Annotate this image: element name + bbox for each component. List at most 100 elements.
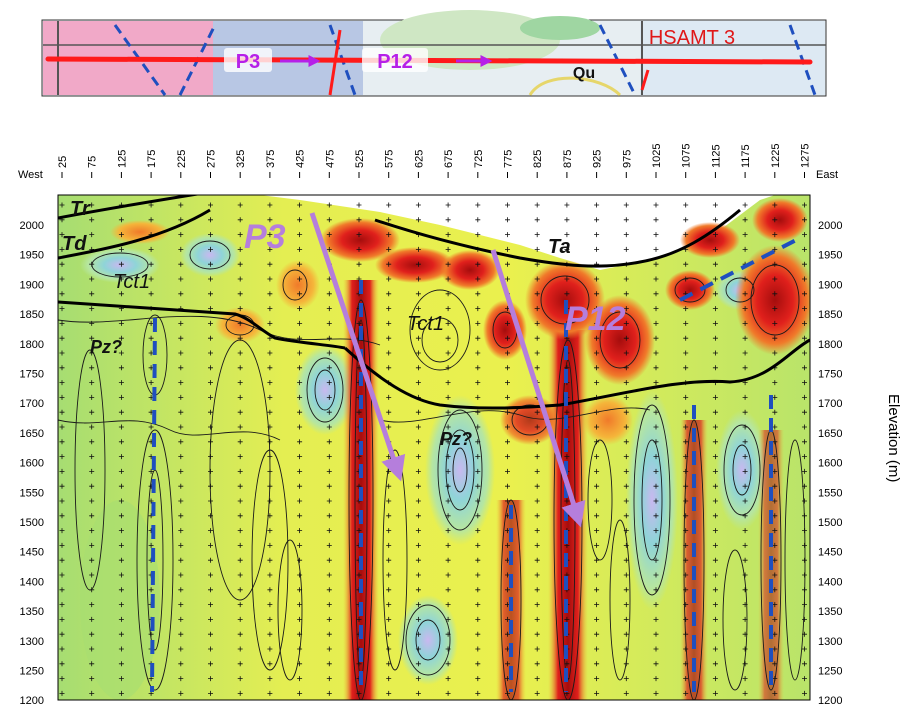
measurement-point: [356, 246, 362, 252]
measurement-point: [653, 498, 659, 504]
measurement-point: [59, 690, 65, 696]
measurement-point: [742, 217, 748, 223]
measurement-point: [653, 350, 659, 356]
measurement-point: [623, 276, 629, 282]
measurement-point: [623, 217, 629, 223]
measurement-point: [475, 320, 481, 326]
measurement-point: [653, 261, 659, 267]
measurement-point: [742, 350, 748, 356]
measurement-point: [475, 424, 481, 430]
measurement-point: [564, 232, 570, 238]
measurement-point: [594, 631, 600, 637]
measurement-point: [594, 661, 600, 667]
station-tick-label: 375: [265, 150, 277, 168]
measurement-point: [415, 528, 421, 534]
measurement-point: [237, 646, 243, 652]
measurement-point: [415, 350, 421, 356]
measurement-point: [534, 365, 540, 371]
measurement-point: [623, 306, 629, 312]
measurement-point: [118, 232, 124, 238]
measurement-point: [445, 528, 451, 534]
measurement-point: [297, 232, 303, 238]
resistivity-section: [58, 195, 810, 700]
measurement-point: [208, 661, 213, 667]
measurement-point: [267, 690, 273, 696]
profile-arrow-p12: [490, 249, 586, 528]
measurement-point: [208, 483, 213, 489]
measurement-point: [326, 424, 332, 430]
measurement-point: [208, 306, 213, 312]
measurement-point: [326, 557, 332, 563]
measurement-point: [683, 498, 689, 504]
measurement-point: [59, 557, 65, 563]
measurement-point: [475, 513, 481, 519]
measurement-point: [683, 439, 689, 445]
measurement-point: [386, 513, 392, 519]
measurement-point: [683, 602, 689, 608]
measurement-point: [683, 572, 689, 578]
measurement-point: [712, 602, 718, 608]
measurement-point: [59, 291, 65, 297]
elevation-tick-label: 2000: [818, 220, 842, 232]
measurement-point: [712, 483, 718, 489]
measurement-point: [742, 424, 748, 430]
measurement-point: [297, 513, 303, 519]
measurement-point: [59, 261, 65, 267]
measurement-point: [118, 291, 124, 297]
measurement-point: [653, 690, 659, 696]
measurement-point: [297, 424, 303, 430]
measurement-point: [59, 306, 65, 312]
measurement-point: [475, 276, 481, 282]
measurement-point: [356, 690, 362, 696]
measurement-point: [237, 306, 243, 312]
measurement-point: [326, 232, 332, 238]
measurement-point: [594, 291, 600, 297]
measurement-point: [356, 572, 362, 578]
measurement-point: [772, 350, 778, 356]
measurement-point: [445, 542, 451, 548]
measurement-point: [653, 380, 659, 386]
measurement-point: [564, 291, 570, 297]
measurement-point: [118, 646, 124, 652]
elevation-tick-label: 1700: [818, 398, 842, 410]
elevation-tick-label: 1250: [20, 666, 44, 678]
measurement-point: [683, 202, 689, 208]
measurement-point: [802, 217, 807, 223]
measurement-point: [653, 616, 659, 622]
measurement-point: [59, 587, 65, 593]
measurement-point: [267, 394, 273, 400]
measurement-point: [178, 631, 184, 637]
measurement-point: [326, 306, 332, 312]
measurement-point: [534, 676, 540, 682]
measurement-point: [534, 409, 540, 415]
measurement-point: [89, 542, 95, 548]
measurement-point: [534, 454, 540, 460]
low-zone: [80, 500, 160, 700]
measurement-point: [148, 291, 154, 297]
measurement-point: [386, 335, 392, 341]
station-tick-label: 225: [176, 150, 188, 168]
measurement-point: [237, 409, 243, 415]
measurement-point: [326, 217, 332, 223]
measurement-point: [415, 468, 421, 474]
measurement-point: [267, 217, 273, 223]
measurement-point: [267, 380, 273, 386]
high-zone: [735, 245, 810, 355]
measurement-point: [534, 572, 540, 578]
measurement-point: [386, 587, 392, 593]
measurement-point: [505, 335, 510, 341]
measurement-point: [148, 246, 154, 252]
measurement-point: [356, 320, 362, 326]
measurement-point: [653, 557, 659, 563]
measurement-point: [802, 365, 807, 371]
measurement-point: [712, 646, 718, 652]
measurement-point: [445, 424, 451, 430]
measurement-point: [742, 602, 748, 608]
measurement-point: [297, 690, 303, 696]
measurement-point: [415, 424, 421, 430]
measurement-point: [297, 350, 303, 356]
station-tick-label: 175: [146, 150, 158, 168]
measurement-point: [683, 616, 689, 622]
measurement-point: [118, 513, 124, 519]
